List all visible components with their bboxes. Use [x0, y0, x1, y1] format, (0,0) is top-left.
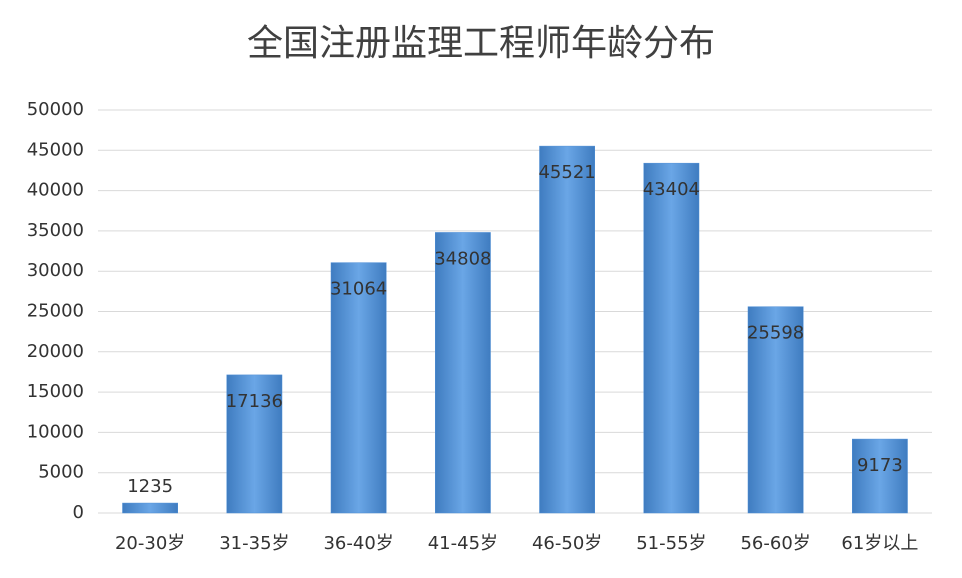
y-tick-label: 35000: [27, 220, 84, 241]
x-tick-label: 46-50岁: [532, 533, 602, 554]
data-label: 1235: [127, 476, 173, 497]
x-tick-label: 56-60岁: [740, 533, 810, 554]
bar: [643, 162, 700, 514]
x-tick-label: 36-40岁: [323, 533, 393, 554]
bar: [434, 232, 491, 514]
y-tick-label: 25000: [27, 301, 84, 322]
y-tick-label: 20000: [27, 341, 84, 362]
y-tick-label: 30000: [27, 260, 84, 281]
chart-title: 全国注册监理工程师年龄分布: [247, 23, 715, 64]
data-label: 9173: [857, 455, 903, 476]
data-label: 43404: [643, 179, 700, 200]
x-tick-label: 31-35岁: [219, 533, 289, 554]
y-tick-label: 50000: [27, 99, 84, 120]
data-label: 17136: [226, 391, 283, 412]
x-tick-label: 41-45岁: [428, 533, 498, 554]
y-tick-label: 0: [73, 502, 84, 523]
y-tick-label: 5000: [38, 462, 84, 483]
bar: [851, 438, 908, 514]
bar: [747, 306, 804, 514]
y-tick-label: 15000: [27, 381, 84, 402]
bar: [122, 502, 179, 514]
x-tick-label: 61岁以上: [841, 533, 918, 554]
x-tick-label: 51-55岁: [636, 533, 706, 554]
data-label: 34808: [434, 248, 491, 269]
bar: [226, 374, 283, 514]
y-tick-label: 40000: [27, 180, 84, 201]
bar: [539, 145, 596, 514]
x-tick-label: 20-30岁: [115, 533, 185, 554]
bar: [330, 262, 387, 514]
data-label: 45521: [538, 162, 595, 183]
data-label: 25598: [747, 323, 804, 344]
y-tick-label: 45000: [27, 139, 84, 160]
y-tick-label: 10000: [27, 421, 84, 442]
data-label: 31064: [330, 279, 387, 300]
